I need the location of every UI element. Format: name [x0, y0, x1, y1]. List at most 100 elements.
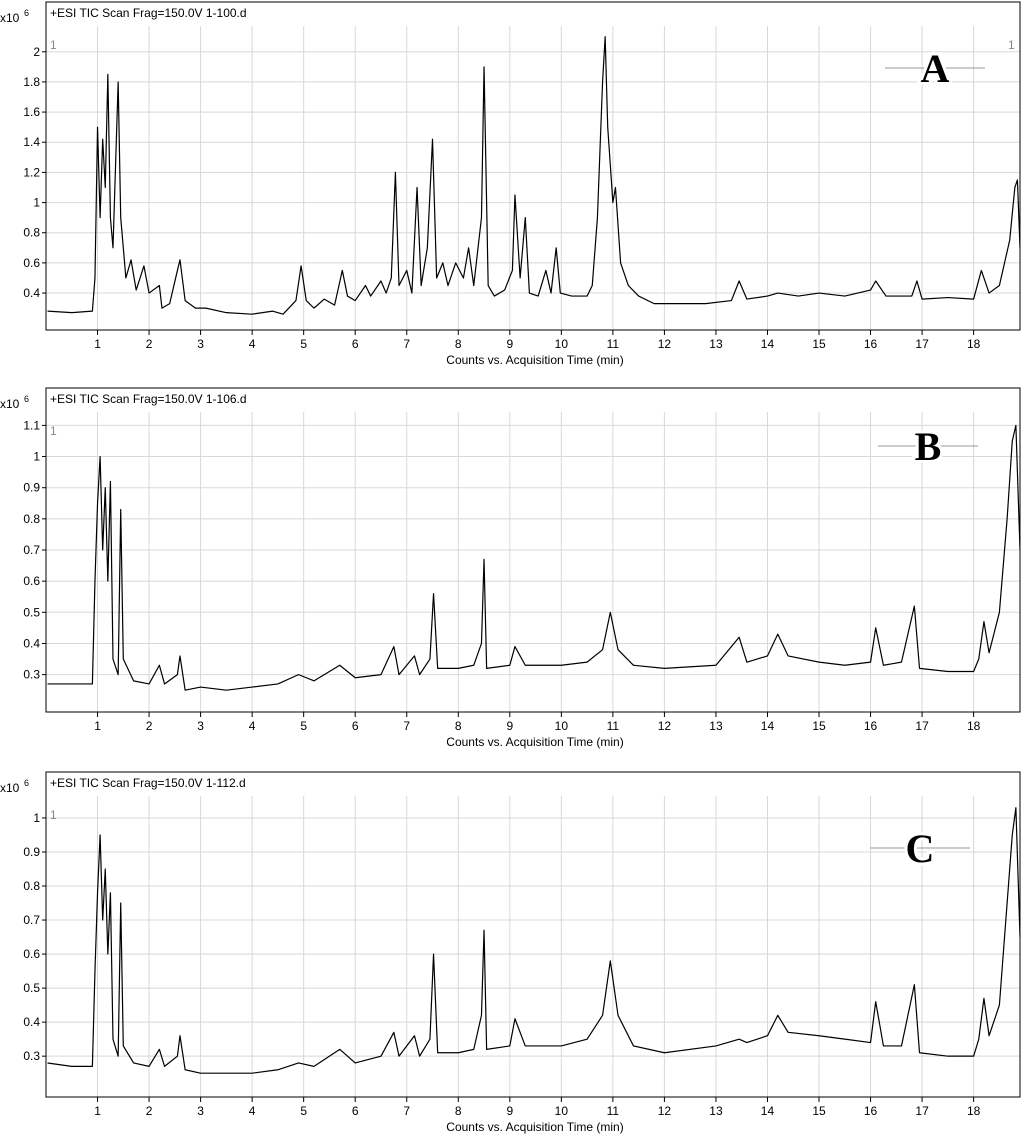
x-tick-label: 3 — [197, 719, 204, 733]
x-tick-label: 1 — [94, 1104, 101, 1118]
y-tick-label: 0.9 — [23, 481, 40, 495]
y-tick-label: 0.5 — [23, 605, 40, 619]
x-tick-label: 15 — [812, 1104, 826, 1118]
y-tick-label: 2 — [33, 45, 40, 59]
x-tick-label: 1 — [94, 719, 101, 733]
x-tick-label: 8 — [455, 719, 462, 733]
trace — [47, 36, 1020, 315]
y-tick-label: 1.2 — [23, 165, 40, 179]
y-tick-label: 0.3 — [23, 1049, 40, 1063]
panel-title: +ESI TIC Scan Frag=150.0V 1-100.d — [50, 6, 247, 20]
x-tick-label: 13 — [709, 719, 723, 733]
x-axis-label: Counts vs. Acquisition Time (min) — [446, 353, 623, 367]
panel-title: +ESI TIC Scan Frag=150.0V 1-112.d — [50, 776, 246, 790]
x-tick-label: 12 — [658, 719, 672, 733]
x-tick-label: 2 — [146, 1104, 153, 1118]
y-tick-label: 0.6 — [23, 256, 40, 270]
y-tick-label: 1.6 — [23, 105, 40, 119]
y-tick-label: 1 — [33, 811, 40, 825]
x-tick-label: 8 — [455, 337, 462, 351]
corner-label: 1 — [1008, 38, 1015, 52]
x-tick-label: 15 — [812, 337, 826, 351]
x-tick-label: 6 — [352, 719, 359, 733]
x-tick-label: 16 — [864, 719, 878, 733]
corner-label: 1 — [50, 38, 57, 52]
x-tick-label: 4 — [249, 719, 256, 733]
x-tick-label: 5 — [300, 1104, 307, 1118]
x-tick-label: 10 — [555, 1104, 569, 1118]
x-tick-label: 12 — [658, 337, 672, 351]
y-tick-label: 0.6 — [23, 947, 40, 961]
y-tick-label: 0.7 — [23, 913, 40, 927]
x-tick-label: 3 — [197, 337, 204, 351]
y-multiplier-exponent: 6 — [24, 394, 29, 404]
panel-label: A — [921, 46, 950, 91]
y-tick-label: 0.4 — [23, 636, 40, 650]
x-tick-label: 15 — [812, 719, 826, 733]
y-tick-label: 0.9 — [23, 845, 40, 859]
x-tick-label: 18 — [967, 1104, 981, 1118]
x-tick-label: 14 — [761, 1104, 775, 1118]
x-tick-label: 1 — [94, 337, 101, 351]
plot-frame — [45, 1, 1021, 331]
x-tick-label: 17 — [915, 1104, 929, 1118]
y-multiplier: x10 — [0, 397, 20, 411]
panel-label: C — [906, 826, 935, 871]
x-tick-label: 18 — [967, 337, 981, 351]
x-tick-label: 13 — [709, 337, 723, 351]
x-tick-label: 14 — [761, 337, 775, 351]
y-multiplier-exponent: 6 — [24, 778, 29, 788]
x-tick-label: 4 — [249, 1104, 256, 1118]
x-tick-label: 13 — [709, 1104, 723, 1118]
x-tick-label: 5 — [300, 719, 307, 733]
x-tick-label: 7 — [403, 719, 410, 733]
y-tick-label: 0.8 — [23, 879, 40, 893]
x-tick-label: 11 — [607, 337, 620, 351]
y-tick-label: 0.4 — [23, 286, 40, 300]
y-multiplier: x10 — [0, 781, 20, 795]
x-axis-label: Counts vs. Acquisition Time (min) — [446, 1120, 623, 1134]
x-tick-label: 7 — [403, 1104, 410, 1118]
trace — [47, 807, 1020, 1074]
x-tick-label: 2 — [146, 337, 153, 351]
y-tick-label: 0.8 — [23, 512, 40, 526]
x-tick-label: 14 — [761, 719, 775, 733]
x-tick-label: 6 — [352, 337, 359, 351]
y-tick-label: 0.8 — [23, 226, 40, 240]
corner-label: 1 — [50, 808, 57, 822]
y-multiplier: x10 — [0, 11, 20, 25]
x-tick-label: 9 — [506, 1104, 513, 1118]
x-tick-label: 8 — [455, 1104, 462, 1118]
panel-label: B — [915, 424, 942, 469]
panel-title: +ESI TIC Scan Frag=150.0V 1-106.d — [50, 392, 247, 406]
x-tick-label: 10 — [555, 719, 569, 733]
x-tick-label: 17 — [915, 337, 929, 351]
y-tick-label: 0.3 — [23, 668, 40, 682]
plot-frame — [45, 771, 1021, 1098]
x-axis-label: Counts vs. Acquisition Time (min) — [446, 735, 623, 749]
x-tick-label: 3 — [197, 1104, 204, 1118]
x-tick-label: 16 — [864, 1104, 878, 1118]
x-tick-label: 18 — [967, 719, 981, 733]
plot-area — [46, 772, 1020, 1097]
y-tick-label: 1.4 — [23, 135, 40, 149]
x-tick-label: 6 — [352, 1104, 359, 1118]
y-tick-label: 1.1 — [23, 418, 40, 432]
y-tick-label: 0.6 — [23, 574, 40, 588]
y-tick-label: 1.8 — [23, 75, 40, 89]
y-tick-label: 0.4 — [23, 1015, 40, 1029]
x-tick-label: 5 — [300, 337, 307, 351]
trace — [47, 424, 1020, 691]
y-tick-label: 1 — [33, 450, 40, 464]
x-tick-label: 17 — [915, 719, 929, 733]
plot-area — [46, 2, 1020, 330]
x-tick-label: 10 — [555, 337, 569, 351]
x-tick-label: 4 — [249, 337, 256, 351]
x-tick-label: 7 — [403, 337, 410, 351]
x-tick-label: 9 — [506, 337, 513, 351]
y-tick-label: 1 — [33, 196, 40, 210]
y-tick-label: 0.5 — [23, 981, 40, 995]
plot-frame — [45, 387, 1021, 713]
x-tick-label: 9 — [506, 719, 513, 733]
